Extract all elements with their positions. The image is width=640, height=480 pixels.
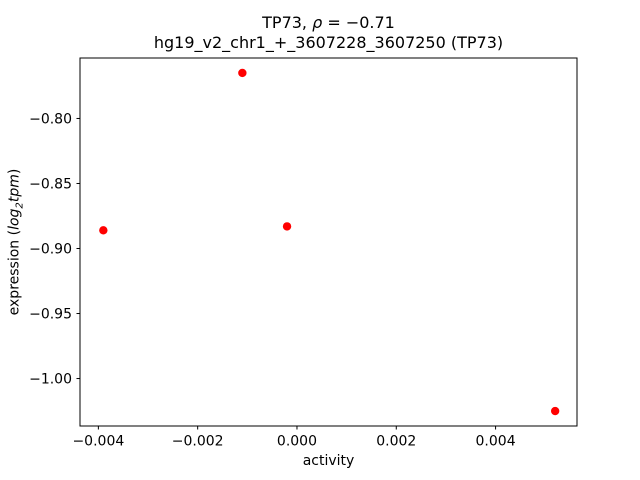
y-tick-label: −0.80	[29, 111, 72, 127]
y-tick-label: −0.95	[29, 307, 72, 323]
y-label-suffix: )	[6, 168, 23, 175]
x-tick-label: −0.002	[172, 434, 224, 450]
x-axis-label: activity	[302, 453, 355, 469]
data-point	[99, 226, 108, 235]
x-tick-label: −0.004	[72, 434, 124, 450]
title-gene-text: TP73,	[262, 13, 313, 32]
data-point	[238, 68, 247, 78]
y-tick-label: −0.85	[29, 176, 72, 192]
data-point	[282, 222, 292, 231]
y-label-log-word: log	[6, 208, 23, 230]
data-point	[550, 406, 560, 416]
rho-value-text: = −0.71	[322, 13, 395, 32]
y-tick-label: −0.90	[29, 242, 72, 258]
x-tick-label: 0.002	[376, 434, 416, 450]
y-tick-label: −1.00	[29, 372, 72, 388]
x-tick-label: 0.004	[476, 434, 516, 450]
rho-symbol: ρ	[312, 13, 323, 32]
plot-subtitle: hg19_v2_chr1_+_3607228_3607250 (TP73)	[153, 33, 504, 52]
y-label-unit-word: tpm	[6, 174, 23, 203]
y-axis-label: expression (log2tpm)	[7, 169, 26, 316]
axes-frame	[79, 57, 578, 427]
plot-title: TP73, ρ = −0.71	[80, 13, 577, 33]
x-tick-label: 0.000	[277, 434, 317, 450]
y-label-subscript: 2	[14, 202, 26, 209]
y-label-prefix: expression (	[6, 229, 23, 316]
